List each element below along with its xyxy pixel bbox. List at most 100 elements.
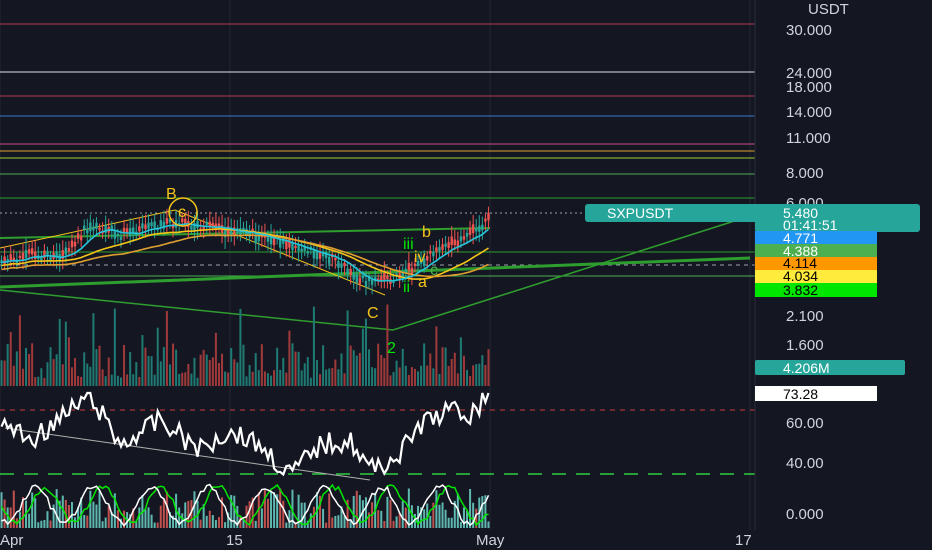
candle-body [444, 243, 447, 247]
oscillator-bar [132, 508, 135, 528]
candle-body [364, 280, 368, 287]
volume-bar [251, 371, 254, 386]
candle-body [76, 233, 80, 239]
volume-bar [450, 359, 453, 386]
oscillator-bar [469, 488, 472, 528]
oscillator-bar [453, 500, 456, 528]
volume-bar [67, 337, 70, 386]
candle-body [450, 236, 453, 245]
volume-bar [343, 373, 346, 386]
oscillator-bar [459, 521, 462, 528]
oscillator-bar [227, 512, 230, 528]
volume-bar [417, 371, 420, 386]
candle-body [49, 256, 52, 261]
oscillator-bar [404, 507, 407, 528]
candle-body [46, 251, 49, 257]
oscillator-bar [426, 503, 429, 528]
candle-body [162, 221, 166, 229]
candle-body [190, 225, 193, 230]
oscillator-bar [377, 510, 380, 528]
oscillator-bar [484, 495, 487, 528]
candle-body [132, 227, 135, 233]
oscillator-bar [83, 514, 86, 528]
volume-bar [89, 366, 92, 386]
volume-bar [273, 370, 276, 386]
oscillator-bar [172, 515, 175, 528]
candle-body [24, 250, 28, 259]
candle-body [318, 251, 322, 259]
candle-body [165, 218, 169, 224]
price-tag: 4.114 [783, 255, 817, 271]
volume-bar [364, 318, 367, 386]
candle-body [478, 225, 481, 232]
volume-bar [168, 364, 171, 386]
volume-bar [34, 377, 37, 386]
candle-body [257, 232, 260, 242]
volume-bar [319, 374, 322, 386]
wave-label: c [430, 262, 438, 279]
candle-body [147, 222, 150, 229]
volume-bar [426, 365, 429, 386]
volume-bar [392, 372, 395, 386]
oscillator-bar [395, 516, 398, 528]
candle-body [177, 222, 181, 226]
volume-bar [150, 356, 153, 386]
candle-body [324, 252, 328, 259]
oscillator-bar [355, 490, 358, 528]
candle-body [110, 225, 113, 231]
volume-bar [119, 377, 122, 386]
volume-bar [202, 349, 205, 386]
wave-label: B [166, 186, 177, 203]
rsi-tick: 60.00 [786, 415, 824, 432]
candle-body [468, 227, 472, 235]
candle-body [153, 221, 156, 228]
volume-bar [312, 306, 315, 386]
volume-bar [377, 343, 380, 386]
volume-bar [459, 337, 462, 386]
volume-bar [236, 362, 239, 386]
candle-body [355, 274, 358, 283]
price-tick: 11.000 [786, 130, 831, 147]
candle-body [95, 222, 98, 229]
candle-body [233, 227, 236, 236]
volume-bar [193, 357, 196, 386]
volume-bar [303, 363, 306, 386]
candle-body [217, 223, 221, 227]
oscillator-bar [208, 510, 211, 528]
volume-bar [132, 374, 135, 386]
volume-bar [95, 349, 98, 386]
volume-bar [472, 365, 475, 386]
volume-bar [64, 321, 67, 386]
candle-body [343, 262, 346, 267]
osc-tick: 0.000 [786, 506, 824, 523]
price-tag: 3.832 [783, 282, 818, 298]
oscillator-bar [104, 517, 107, 528]
volume-bar [52, 359, 55, 386]
oscillator-bar [217, 517, 220, 528]
volume-bar [282, 357, 285, 386]
volume-bar [462, 355, 465, 386]
wave-label: 2 [387, 340, 396, 357]
candle-body [272, 237, 276, 246]
candle-body [184, 218, 187, 226]
oscillator-bar [352, 495, 355, 528]
candle-body [392, 280, 395, 283]
oscillator-bar [37, 522, 40, 528]
candle-body [92, 226, 95, 231]
volume-bar [49, 347, 52, 386]
oscillator-bar [346, 499, 349, 528]
candle-body [438, 247, 441, 252]
oscillator-bar [361, 500, 364, 528]
last-price: 5.480 [783, 205, 818, 221]
volume-bar [285, 372, 288, 386]
volume-bar [306, 357, 309, 386]
candle-body [226, 226, 230, 235]
volume-bar [83, 352, 86, 386]
oscillator-bar [420, 507, 423, 528]
time-axis: Apr 15 May 17 [0, 530, 932, 550]
candle-body [441, 244, 444, 250]
oscillator-bar [221, 497, 224, 528]
candle-body [208, 221, 211, 227]
volume-bar [410, 367, 413, 386]
